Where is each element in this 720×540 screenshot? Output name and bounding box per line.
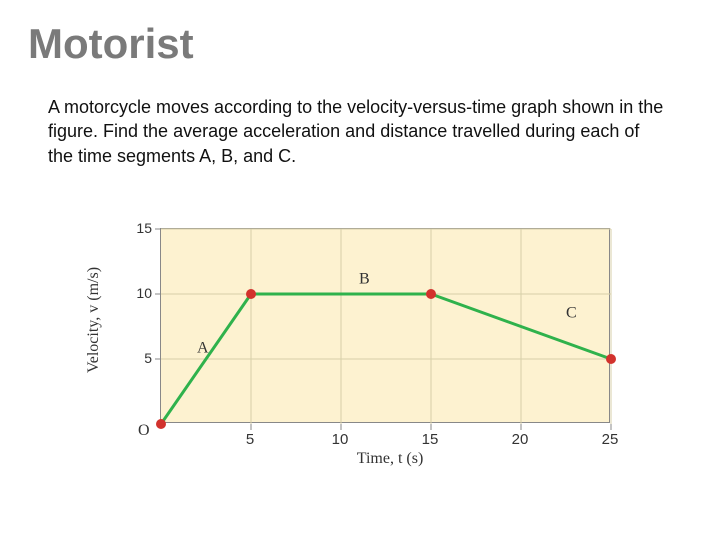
x-tick-label: 5 bbox=[235, 431, 265, 448]
x-tick-label: 15 bbox=[415, 431, 445, 448]
y-tick-label: 15 bbox=[124, 220, 152, 236]
y-tick-label: 10 bbox=[124, 285, 152, 301]
segment-label-b: B bbox=[359, 271, 370, 288]
x-tick-label: 10 bbox=[325, 431, 355, 448]
y-axis-label: Velocity, v (m/s) bbox=[85, 267, 103, 373]
y-tick-label: 5 bbox=[124, 350, 152, 366]
velocity-time-chart: Velocity, v (m/s) ABC O Time, t (s) 5101… bbox=[90, 220, 630, 480]
x-tick-label: 25 bbox=[595, 431, 625, 448]
segment-label-c: C bbox=[566, 304, 577, 321]
slide: Motorist A motorcycle moves according to… bbox=[0, 0, 720, 540]
x-axis-label: Time, t (s) bbox=[357, 450, 424, 468]
slide-title: Motorist bbox=[28, 20, 194, 68]
x-tick-label: 20 bbox=[505, 431, 535, 448]
plot-area: A B C bbox=[160, 228, 610, 423]
problem-statement: A motorcycle moves according to the velo… bbox=[48, 95, 668, 168]
origin-label: O bbox=[138, 422, 150, 440]
segment-label-a: A bbox=[197, 340, 209, 357]
